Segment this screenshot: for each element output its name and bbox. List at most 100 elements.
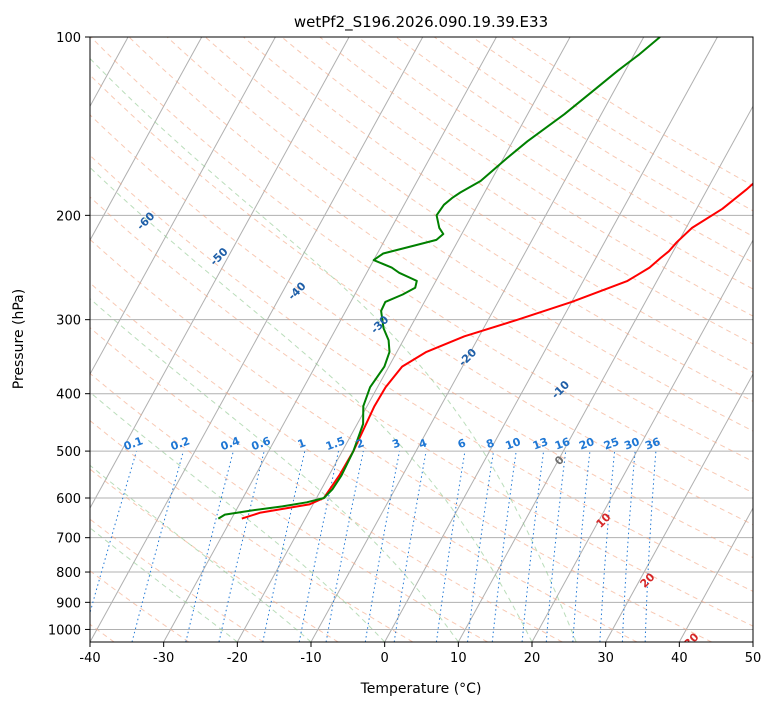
dry-adiabat (243, 37, 753, 373)
y-tick-label: 200 (56, 209, 81, 224)
mixing-ratio-line (435, 451, 466, 642)
mixing-ratio-label: 4 (417, 436, 429, 451)
y-tick-label: 800 (56, 566, 81, 581)
moist-adiabat (90, 391, 386, 642)
y-tick-label: 100 (56, 31, 81, 46)
x-tick-label: 10 (450, 651, 467, 666)
dry-adiabat (90, 154, 753, 592)
dry-adiabat (90, 37, 753, 494)
x-tick-label: -30 (153, 651, 174, 666)
mixing-ratio-label: 0.6 (250, 434, 273, 453)
isotherm-line (678, 507, 753, 642)
dry-adiabat (90, 238, 712, 642)
x-tick-label: 30 (597, 651, 614, 666)
x-tick-label: -40 (79, 651, 100, 666)
y-tick-label: 600 (56, 492, 81, 507)
mixing-ratio-label: 0.2 (169, 434, 192, 453)
mixing-ratio-line (364, 451, 400, 642)
mixing-ratio-line (621, 451, 636, 642)
x-tick-label: 20 (524, 651, 541, 666)
isotherm-line (90, 37, 203, 242)
isotherm-line (90, 37, 350, 510)
profile-series (217, 37, 753, 520)
y-tick-label: 300 (56, 314, 81, 329)
y-tick-label: 500 (56, 445, 81, 460)
mixing-ratio-label: 0.1 (122, 434, 145, 453)
moist-adiabat (90, 298, 459, 642)
isotherm-line (163, 37, 497, 642)
dry-adiabat (90, 518, 264, 642)
mixing-ratio-line (325, 451, 364, 642)
mixing-ratio-label: 8 (485, 436, 497, 451)
plot-frame (89, 36, 754, 643)
dry-adiabat (90, 419, 414, 642)
isotherm-line (457, 105, 753, 642)
dry-adiabat (90, 372, 488, 642)
mixing-ratio-line (491, 451, 517, 642)
mixing-ratio-label: 36 (643, 435, 662, 453)
isotherm-line (531, 239, 753, 642)
mixing-ratio-line (599, 451, 616, 642)
isotherm-line (236, 37, 571, 642)
dewpoint-line (217, 37, 661, 520)
mixing-ratio-label: 6 (456, 436, 468, 451)
mixing-ratio-line (393, 451, 427, 642)
mixing-ratio-label: 25 (602, 435, 621, 452)
isotherm-line (605, 373, 753, 642)
isobar-grid (90, 37, 753, 630)
dry-adiabat (90, 570, 190, 642)
dry-adiabat (90, 468, 339, 642)
y-tick-label: 400 (56, 388, 81, 403)
y-tick-label: 1000 (48, 623, 81, 638)
isotherm-line (384, 37, 718, 642)
chart-title: wetPf2_S196.2026.090.19.39.E33 (294, 13, 548, 32)
temperature-line (241, 182, 753, 520)
mixing-ratio-label: 30 (623, 435, 642, 453)
mixing-ratio-lines (90, 450, 657, 642)
mixing-ratio-label: 1.5 (324, 434, 347, 453)
mixing-ratio-line (90, 450, 137, 615)
moist-adiabat-label: 30 (682, 630, 702, 650)
mixing-ratio-label: 3 (391, 436, 403, 451)
mixing-ratio-line (545, 451, 567, 642)
plot-area: 0.10.20.40.611.52346810131620253036-100-… (90, 37, 753, 650)
moist-adiabat (90, 57, 577, 642)
dry-adiabat (90, 114, 753, 559)
mixing-ratio-label: 13 (531, 435, 550, 452)
moist-adiabat (90, 166, 533, 642)
mixing-ratio-label: 16 (553, 435, 572, 453)
mixing-ratio-label: 20 (577, 435, 596, 453)
moist-adiabat (90, 464, 312, 642)
x-tick-label: -20 (227, 651, 248, 666)
x-axis: -40 -30 -20 -10 0 10 20 30 40 50 (79, 642, 761, 666)
y-axis-label: Pressure (hPa) (11, 289, 27, 389)
mixing-ratio-label: 1 (296, 436, 308, 451)
dry-adiabat (90, 196, 753, 627)
mixing-ratio-line (644, 451, 657, 642)
y-tick-label: 900 (56, 596, 81, 611)
x-tick-label: 0 (381, 651, 389, 666)
dry-adiabat (90, 282, 638, 642)
moist-adiabats (90, 57, 577, 642)
dry-adiabat (319, 37, 753, 317)
y-tick-label: 700 (56, 532, 81, 547)
dry-adiabats (90, 37, 753, 642)
isotherm-grid (90, 37, 753, 642)
dry-adiabat (166, 37, 753, 432)
x-tick-label: -10 (300, 651, 321, 666)
mixing-ratio-label: 2 (354, 436, 366, 451)
y-axis: 100 200 300 400 500 600 700 800 900 1000 (48, 31, 90, 638)
mixing-ratio-line (572, 451, 591, 642)
mixing-ratio-line (521, 451, 545, 642)
x-axis-label: Temperature (°C) (360, 681, 482, 697)
x-tick-label: 40 (671, 651, 688, 666)
isotherm-line (90, 37, 424, 642)
mixing-ratio-line (298, 450, 339, 642)
mixing-ratio-line (467, 451, 494, 642)
mixing-ratio-label: 10 (504, 435, 523, 453)
x-tick-label: 50 (745, 651, 762, 666)
isotherm-line (90, 37, 276, 376)
mixing-ratio-label: 0.4 (219, 434, 242, 453)
